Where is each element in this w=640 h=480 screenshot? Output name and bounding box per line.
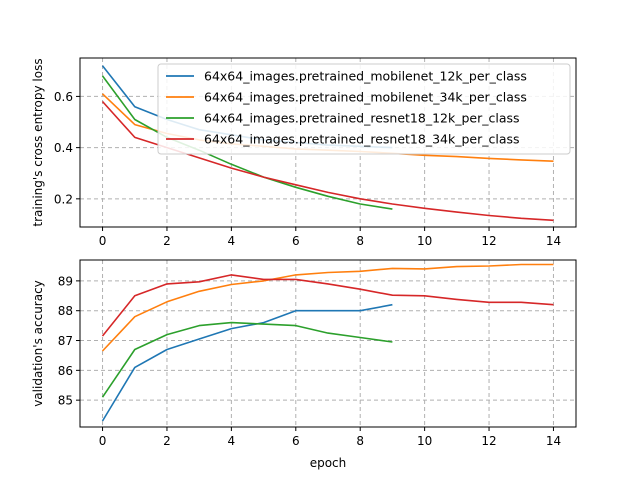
loss-y-axis-label: training's cross entropy loss bbox=[31, 58, 45, 226]
accuracy-y-ticks: 85 86 87 88 89 bbox=[58, 274, 80, 408]
loss-y-tick-label: 0.4 bbox=[54, 141, 73, 155]
accuracy-y-axis-label: validation's accuracy bbox=[31, 280, 45, 407]
legend-box bbox=[157, 63, 571, 155]
accuracy-series-line-3 bbox=[101, 274, 554, 337]
accuracy-y-tick-label: 85 bbox=[58, 394, 73, 408]
accuracy-axes-frame bbox=[79, 259, 577, 428]
loss-panel: 0 2 4 6 8 10 12 14 0.2 0.4 0.6 training's cross e… bbox=[31, 57, 577, 248]
accuracy-y-tick-label: 86 bbox=[58, 364, 73, 378]
loss-x-tick-label: 8 bbox=[356, 234, 364, 248]
loss-x-tick-label: 12 bbox=[481, 234, 496, 248]
loss-axes-frame bbox=[79, 57, 577, 228]
loss-x-tick-label: 2 bbox=[163, 234, 171, 248]
accuracy-series-group bbox=[101, 263, 554, 422]
loss-x-tick-label: 4 bbox=[228, 234, 236, 248]
loss-y-tick-label: 0.2 bbox=[54, 192, 73, 206]
legend-label-2: 64x64_images.pretrained_resnet18_12k_per… bbox=[204, 111, 520, 126]
accuracy-x-tick-label: 4 bbox=[228, 434, 236, 448]
loss-y-ticks: 0.2 0.4 0.6 bbox=[54, 90, 80, 206]
legend-label-3: 64x64_images.pretrained_resnet18_34k_per… bbox=[204, 132, 520, 147]
loss-x-tick-label: 10 bbox=[417, 234, 432, 248]
loss-x-ticks: 0 2 4 6 8 10 12 14 bbox=[99, 227, 561, 248]
accuracy-x-tick-label: 6 bbox=[292, 434, 300, 448]
loss-x-tick-label: 6 bbox=[292, 234, 300, 248]
loss-x-tick-label: 0 bbox=[99, 234, 107, 248]
accuracy-x-tick-label: 10 bbox=[417, 434, 432, 448]
accuracy-x-axis-label: epoch bbox=[310, 456, 347, 470]
accuracy-x-ticks: 0 2 4 6 8 10 12 14 bbox=[99, 427, 561, 448]
accuracy-x-tick-label: 12 bbox=[481, 434, 496, 448]
accuracy-panel: 0 2 4 6 8 10 12 14 85 86 87 88 89 validation's accu… bbox=[31, 259, 577, 470]
loss-series-line-2 bbox=[101, 75, 393, 210]
accuracy-x-tick-label: 14 bbox=[546, 434, 561, 448]
legend-label-0: 64x64_images.pretrained_mobilenet_12k_pe… bbox=[204, 69, 527, 84]
accuracy-y-tick-label: 87 bbox=[58, 334, 73, 348]
loss-x-tick-label: 14 bbox=[546, 234, 561, 248]
accuracy-x-tick-label: 0 bbox=[99, 434, 107, 448]
legend-label-1: 64x64_images.pretrained_mobilenet_34k_pe… bbox=[204, 90, 527, 105]
accuracy-x-tick-label: 2 bbox=[163, 434, 171, 448]
accuracy-series-line-0 bbox=[101, 303, 393, 422]
accuracy-series-line-1 bbox=[101, 263, 554, 352]
accuracy-y-tick-label: 88 bbox=[58, 304, 73, 318]
accuracy-series-line-2 bbox=[101, 321, 393, 398]
loss-y-tick-label: 0.6 bbox=[54, 90, 73, 104]
legend: 64x64_images.pretrained_mobilenet_12k_pe… bbox=[157, 63, 571, 155]
accuracy-y-tick-label: 89 bbox=[58, 274, 73, 288]
accuracy-x-tick-label: 8 bbox=[356, 434, 364, 448]
